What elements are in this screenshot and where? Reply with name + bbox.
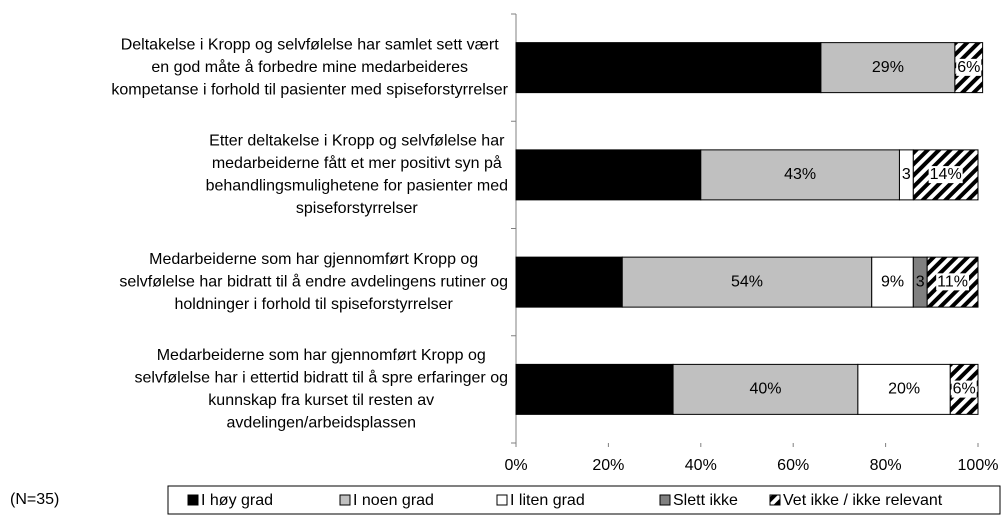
data-label: 40%: [749, 381, 781, 398]
category-label: spiseforstyrrelser: [296, 200, 418, 217]
category-label: selvfølelse har i ettertid bidratt til å…: [135, 368, 509, 386]
category-label: Medarbeiderne som har gjennomført Kropp …: [149, 251, 478, 268]
data-label-bg: [956, 58, 982, 76]
data-label: 3: [902, 166, 911, 183]
bar-segment: [621, 256, 873, 308]
legend-label: Slett ikke: [673, 492, 738, 509]
bar-segment: [912, 149, 979, 201]
category-label: behandlingsmulighetene for pasienter med: [206, 177, 508, 194]
data-label: 6%: [953, 381, 976, 398]
x-tick-label: 0%: [504, 457, 527, 474]
category-label: medarbeiderne fått et mer positivt syn p…: [212, 154, 502, 172]
data-label: 6%: [957, 59, 980, 76]
bar-segment: [672, 363, 859, 415]
x-tick-label: 60%: [777, 457, 809, 474]
data-label: 14%: [930, 166, 962, 183]
data-label-bg: [951, 380, 977, 398]
category-label: Etter deltakelse i Kropp og selvfølelse …: [209, 132, 505, 149]
category-label: en god måte å forbedre mine medarbeidere…: [151, 58, 468, 76]
data-label: 40%: [592, 166, 624, 183]
legend-swatch: [659, 494, 671, 506]
category-label: Medarbeiderne som har gjennomført Kropp …: [157, 347, 486, 364]
x-tick-label: 100%: [958, 457, 999, 474]
data-label: 11%: [937, 273, 968, 290]
data-label: 29%: [872, 59, 904, 76]
x-tick-label: 40%: [685, 457, 717, 474]
legend-swatch: [496, 494, 508, 506]
legend-swatch: [769, 494, 781, 506]
data-label-bg: [928, 166, 963, 184]
data-label-bg: [936, 273, 970, 291]
data-label: 20%: [888, 381, 920, 398]
legend-label: I liten grad: [510, 492, 585, 509]
bar-segment: [871, 256, 914, 308]
legend-swatch: [339, 494, 351, 506]
category-label: Deltakelse i Kropp og selvfølelse har sa…: [121, 36, 499, 53]
category-label: avdelingen/arbeidsplassen: [227, 414, 416, 431]
legend-label: I noen grad: [353, 492, 434, 509]
data-label: 54%: [731, 273, 763, 290]
x-tick-label: 80%: [870, 457, 902, 474]
bar-segment: [515, 256, 623, 308]
bar-segment: [515, 149, 702, 201]
data-label: 9%: [881, 273, 904, 290]
data-label: 43%: [784, 166, 816, 183]
legend-label: Vet ikke / ikke relevant: [783, 492, 943, 509]
x-tick-label: 20%: [592, 457, 624, 474]
category-label: selvfølelse har bidratt til å endre avde…: [119, 272, 508, 290]
legend-swatch: [187, 494, 199, 506]
category-label: kompetanse i forhold til pasienter med s…: [111, 81, 508, 98]
legend-label: I høy grad: [201, 492, 273, 509]
sample-size-note: (N=35): [10, 491, 59, 508]
category-label: kunnskap fra kurset til resten av: [208, 392, 434, 409]
legend-box: [167, 485, 1001, 515]
bar-segment: [857, 363, 951, 415]
category-label: holdninger i forhold til spiseforstyrrel…: [175, 296, 454, 313]
data-label: 66%: [652, 59, 684, 76]
bar-segment: [515, 363, 674, 415]
data-label: 23%: [553, 273, 585, 290]
data-label: 3: [916, 273, 925, 290]
bar-segment: [515, 42, 822, 94]
data-label: 34%: [579, 381, 611, 398]
bar-segment: [820, 42, 956, 94]
